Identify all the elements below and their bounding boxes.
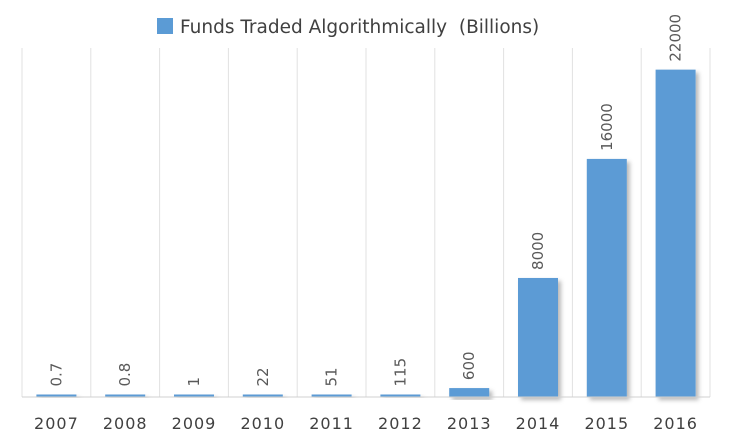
legend-label: Funds Traded Algorithmically (Billions): [180, 17, 539, 38]
x-tick-labels: 2007 2008 2009 2010 2011 2012 2013 2014 2015 2016: [34, 414, 698, 433]
bar-2012: [380, 394, 421, 397]
data-labels: 0.7 0.8 1 22 51 115 600 8000 16000 22000: [47, 14, 684, 387]
data-label-2008: 0.8: [116, 363, 134, 387]
bar-2007: [36, 394, 77, 397]
data-label-2015: 16000: [598, 103, 616, 151]
data-label-2014: 8000: [529, 232, 547, 270]
bar-2014: [518, 277, 558, 397]
bars: [36, 69, 696, 397]
data-label-2009: 1: [185, 377, 203, 387]
bar-2015: [586, 158, 627, 397]
data-label-2013: 600: [460, 351, 478, 380]
x-tick-2012: 2012: [378, 414, 423, 433]
bar-2013: [449, 388, 490, 397]
bar-2008: [105, 394, 146, 397]
legend: Funds Traded Algorithmically (Billions): [157, 17, 539, 38]
data-label-2010: 22: [254, 367, 272, 386]
bar-2010: [242, 394, 283, 397]
x-tick-2013: 2013: [447, 414, 492, 433]
bar-2016: [655, 69, 696, 397]
x-tick-2009: 2009: [172, 414, 217, 433]
x-tick-2008: 2008: [103, 414, 148, 433]
data-label-2016: 22000: [667, 14, 685, 62]
gridlines: [21, 48, 711, 397]
bar-2011: [311, 394, 352, 397]
x-tick-2014: 2014: [516, 414, 561, 433]
data-label-2007: 0.7: [47, 363, 65, 387]
x-tick-2016: 2016: [653, 414, 698, 433]
legend-swatch: [157, 18, 173, 34]
data-label-2012: 115: [391, 358, 409, 387]
x-tick-2010: 2010: [240, 414, 285, 433]
bar-2009: [174, 394, 214, 397]
x-tick-2011: 2011: [309, 414, 354, 433]
data-label-2011: 51: [323, 367, 341, 386]
x-tick-2015: 2015: [584, 414, 629, 433]
x-tick-2007: 2007: [34, 414, 79, 433]
